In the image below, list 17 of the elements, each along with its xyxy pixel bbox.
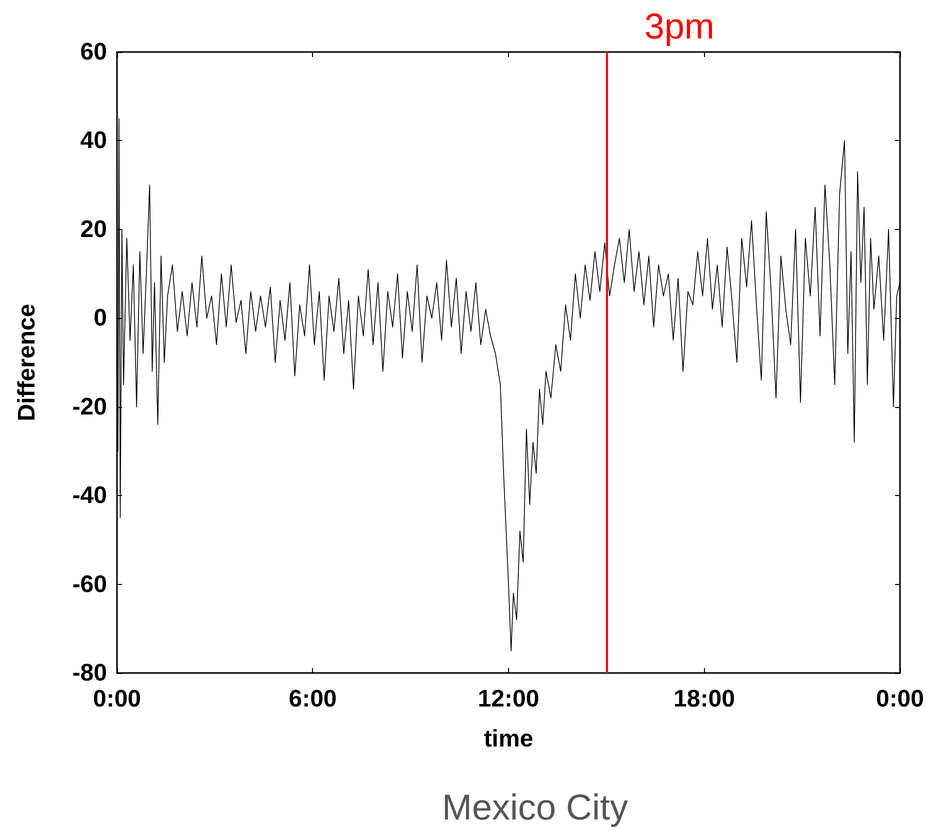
x-axis-title: time [484, 726, 534, 752]
y-axis-title: Difference [14, 304, 40, 422]
x-tick-label: 0:00 [92, 686, 142, 712]
y-tick-label: 60 [80, 38, 107, 66]
y-tick-label: -60 [72, 570, 107, 598]
x-tick-label: 0:00 [876, 686, 924, 712]
ref-line-label: 3pm [644, 6, 714, 46]
x-tick-label: 12:00 [478, 686, 540, 712]
y-tick-label: 40 [80, 127, 107, 154]
y-tick-label: 0 [94, 304, 107, 332]
y-tick-label: 20 [80, 216, 107, 243]
y-tick-label: -80 [72, 660, 107, 686]
x-tick-label: 6:00 [288, 686, 337, 712]
y-tick-label: -20 [72, 393, 107, 420]
y-tick-label: -40 [72, 482, 107, 510]
text: Mexico City [442, 786, 628, 828]
x-tick-label: 18:00 [674, 686, 735, 712]
